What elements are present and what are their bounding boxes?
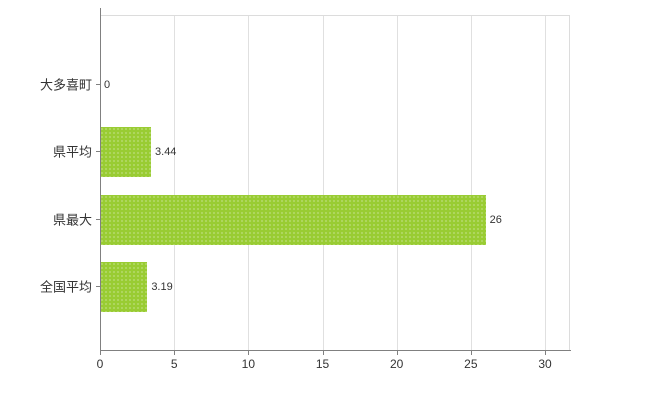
x-axis-tick (545, 351, 546, 355)
gridline (545, 16, 546, 351)
bar-value-label: 3.44 (155, 146, 177, 159)
x-tick-label: 15 (315, 357, 330, 371)
x-tick-label: 0 (96, 357, 104, 371)
x-axis-tick (174, 351, 176, 355)
category-label: 県平均 (52, 144, 92, 160)
bar (100, 127, 152, 178)
y-axis-tick (96, 286, 100, 288)
x-tick-label: 20 (389, 357, 404, 371)
gridline (396, 16, 398, 351)
category-label: 大多喜町 (39, 77, 92, 93)
gridline (174, 16, 176, 351)
y-axis-tick (96, 218, 100, 220)
x-axis-line (100, 350, 571, 351)
gridline (470, 16, 472, 351)
x-tick-label: 30 (538, 357, 552, 371)
bar (100, 262, 148, 313)
x-tick-label: 10 (241, 357, 255, 371)
plot-area: 0 3.44 26 3.19 (100, 15, 570, 351)
gridline (322, 16, 324, 351)
y-axis-line (100, 8, 101, 351)
category-label: 全国平均 (39, 279, 92, 295)
bar (100, 194, 486, 245)
x-axis-tick (100, 351, 101, 355)
gridline (248, 16, 250, 351)
x-axis-tick (396, 351, 398, 355)
bar-value-label: 26 (489, 213, 502, 226)
bar-value-label: 0 (104, 78, 111, 91)
x-axis-tick (470, 351, 472, 355)
x-tick-label: 5 (170, 357, 178, 371)
x-tick-label: 25 (464, 357, 478, 371)
x-axis-tick (322, 351, 324, 355)
bar-value-label: 3.19 (151, 281, 173, 294)
y-axis-tick (96, 151, 100, 153)
x-axis-tick (248, 351, 250, 355)
category-label: 県最大 (52, 212, 92, 228)
y-axis-tick (96, 83, 100, 85)
